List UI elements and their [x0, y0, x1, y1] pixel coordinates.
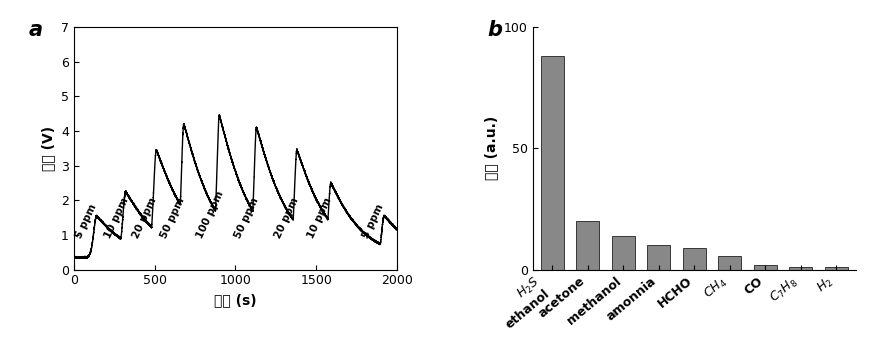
Text: 5 ppm: 5 ppm: [362, 203, 386, 240]
Bar: [541, 56, 564, 270]
Text: 100 ppm: 100 ppm: [195, 189, 226, 240]
Bar: [612, 236, 635, 270]
Bar: [754, 265, 777, 270]
Text: 10 ppm: 10 ppm: [307, 196, 334, 240]
Text: 50 ppm: 50 ppm: [159, 196, 187, 240]
Text: 20 ppm: 20 ppm: [273, 196, 300, 240]
Y-axis label: 电压 (V): 电压 (V): [42, 126, 56, 171]
Y-axis label: 响应 (a.u.): 响应 (a.u.): [485, 116, 499, 180]
Text: 50 ppm: 50 ppm: [233, 196, 261, 240]
Bar: [825, 267, 848, 270]
X-axis label: 时间 (s): 时间 (s): [214, 293, 256, 307]
Bar: [789, 267, 813, 270]
Text: 5 ppm: 5 ppm: [74, 203, 98, 240]
Text: a: a: [29, 20, 43, 40]
Bar: [683, 248, 706, 270]
Text: 20 ppm: 20 ppm: [131, 196, 159, 240]
Bar: [576, 221, 600, 270]
Text: 10 ppm: 10 ppm: [103, 196, 130, 240]
Text: b: b: [488, 20, 502, 40]
Bar: [647, 245, 670, 270]
Bar: [719, 256, 741, 270]
